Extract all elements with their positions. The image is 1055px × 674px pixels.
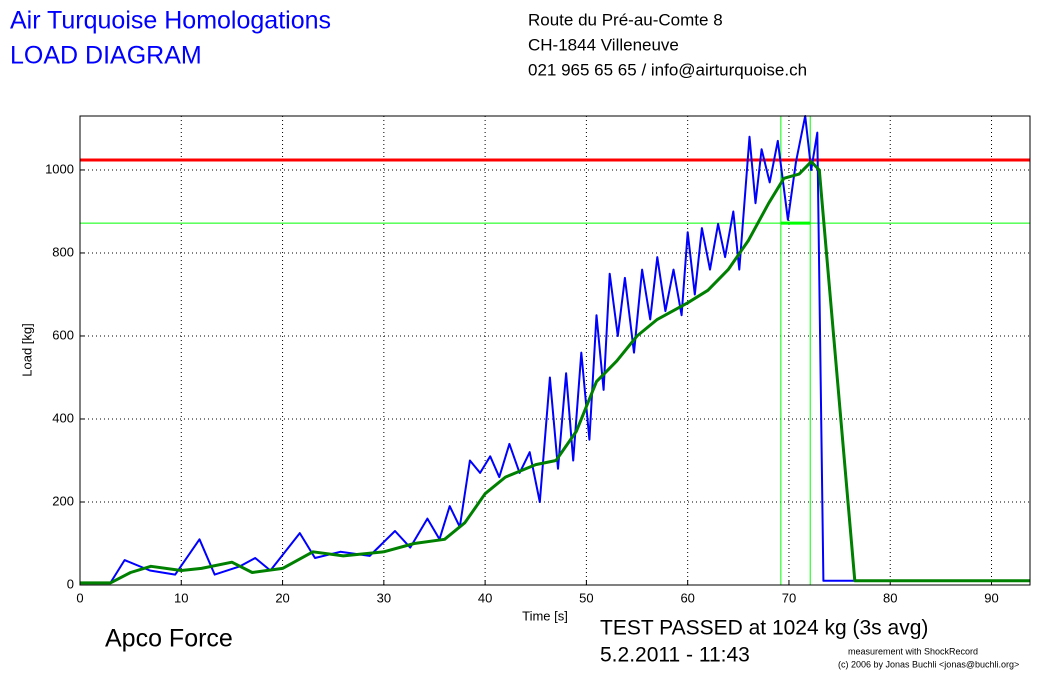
x-tick-label: 10	[174, 590, 188, 605]
address: Route du Pré-au-Comte 8	[528, 10, 723, 29]
address: CH-1844 Villeneuve	[528, 35, 679, 54]
y-tick-label: 1000	[45, 161, 74, 176]
x-tick-label: 0	[76, 590, 83, 605]
chart-title: Air Turquoise Homologations	[10, 7, 331, 35]
x-axis-label: Time [s]	[522, 608, 568, 623]
x-tick-label: 70	[782, 590, 796, 605]
x-tick-label: 60	[680, 590, 694, 605]
y-axis-label: Load [kg]	[19, 323, 34, 377]
contact: 021 965 65 65 / info@airturquoise.ch	[528, 60, 807, 79]
date: 5.2.2011 - 11:43	[600, 644, 750, 667]
x-tick-label: 20	[275, 590, 289, 605]
product-name: Apco Force	[105, 625, 233, 653]
x-tick-label: 50	[579, 590, 593, 605]
plot-frame	[79, 115, 1031, 586]
data-line	[80, 160, 1030, 585]
result: TEST PASSED at 1024 kg (3s avg)	[600, 617, 928, 640]
plot-area	[80, 116, 1030, 585]
x-tick-label: 90	[984, 590, 998, 605]
y-tick-label: 600	[52, 327, 74, 342]
credit: measurement with ShockRecord	[848, 646, 978, 656]
x-tick-label: 40	[478, 590, 492, 605]
data-line	[80, 115, 1030, 584]
y-tick-label: 0	[67, 576, 74, 591]
x-tick-label: 80	[883, 590, 897, 605]
x-tick-label: 30	[377, 590, 391, 605]
y-tick-label: 200	[52, 493, 74, 508]
y-tick-label: 400	[52, 410, 74, 425]
chart-subtitle: LOAD DIAGRAM	[10, 42, 202, 70]
y-tick-label: 800	[52, 244, 74, 259]
credit: (c) 2006 by Jonas Buchli <jonas@buchli.o…	[838, 659, 1019, 669]
